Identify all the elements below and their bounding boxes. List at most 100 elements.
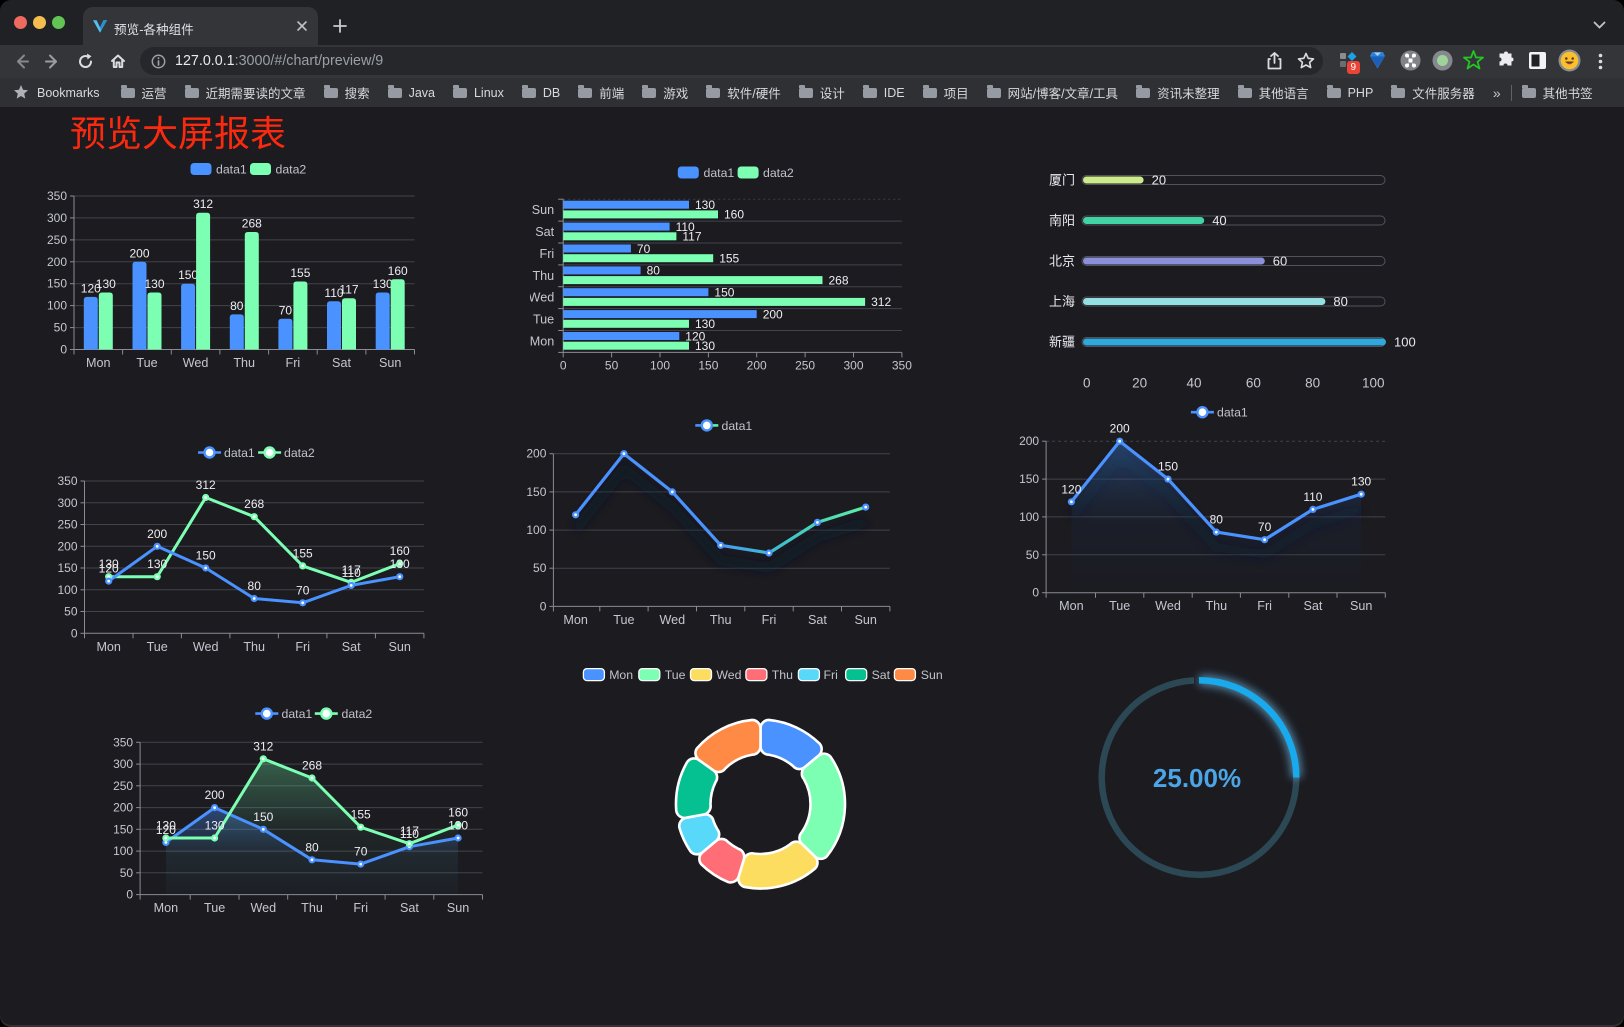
svg-text:data1: data1 xyxy=(1217,406,1248,420)
svg-text:data1: data1 xyxy=(704,166,735,180)
svg-text:160: 160 xyxy=(390,544,410,558)
svg-text:200: 200 xyxy=(129,246,149,260)
svg-text:Tue: Tue xyxy=(147,640,168,654)
svg-text:150: 150 xyxy=(1158,460,1178,474)
svg-text:0: 0 xyxy=(1083,376,1091,391)
svg-text:155: 155 xyxy=(719,252,739,266)
svg-text:155: 155 xyxy=(290,266,310,280)
svg-text:130: 130 xyxy=(695,339,715,353)
svg-text:Fri: Fri xyxy=(295,640,310,654)
svg-text:新疆: 新疆 xyxy=(1049,335,1075,350)
svg-text:350: 350 xyxy=(57,474,77,488)
svg-text:70: 70 xyxy=(1258,520,1272,534)
svg-text:Sun: Sun xyxy=(921,668,943,682)
svg-text:Thu: Thu xyxy=(243,640,265,654)
svg-text:北京: 北京 xyxy=(1049,254,1075,269)
svg-text:50: 50 xyxy=(54,321,68,335)
svg-text:Sat: Sat xyxy=(332,356,351,370)
svg-text:50: 50 xyxy=(1026,548,1040,562)
svg-text:100: 100 xyxy=(1362,376,1385,391)
svg-text:80: 80 xyxy=(1333,294,1347,309)
svg-text:110: 110 xyxy=(400,827,419,841)
svg-text:Mon: Mon xyxy=(609,668,633,682)
svg-text:data1: data1 xyxy=(216,163,247,177)
svg-text:200: 200 xyxy=(526,447,546,461)
svg-text:250: 250 xyxy=(795,358,815,372)
svg-text:Wed: Wed xyxy=(1155,599,1181,613)
svg-text:Thu: Thu xyxy=(233,356,255,370)
svg-text:200: 200 xyxy=(147,527,167,541)
svg-text:Wed: Wed xyxy=(183,356,209,370)
svg-text:Fri: Fri xyxy=(762,613,777,627)
svg-text:data2: data2 xyxy=(763,166,794,180)
svg-text:80: 80 xyxy=(647,264,661,278)
svg-text:Fri: Fri xyxy=(1257,599,1272,613)
svg-text:130: 130 xyxy=(695,198,715,212)
svg-text:Sat: Sat xyxy=(808,613,827,627)
svg-text:100: 100 xyxy=(1394,335,1416,350)
svg-text:100: 100 xyxy=(113,844,133,858)
svg-text:150: 150 xyxy=(253,810,273,824)
svg-text:70: 70 xyxy=(637,242,651,256)
svg-text:80: 80 xyxy=(1305,376,1320,391)
svg-text:Tue: Tue xyxy=(204,901,225,915)
svg-text:100: 100 xyxy=(47,299,67,313)
svg-text:data1: data1 xyxy=(722,419,753,433)
svg-text:312: 312 xyxy=(193,197,213,211)
svg-text:Sun: Sun xyxy=(447,901,469,915)
svg-text:130: 130 xyxy=(448,819,468,833)
svg-text:155: 155 xyxy=(293,546,313,560)
svg-text:130: 130 xyxy=(205,819,225,833)
svg-text:Tue: Tue xyxy=(136,356,157,370)
svg-text:0: 0 xyxy=(60,343,67,357)
svg-text:20: 20 xyxy=(1152,173,1166,188)
svg-text:130: 130 xyxy=(99,557,119,571)
svg-text:200: 200 xyxy=(47,255,67,269)
svg-text:Mon: Mon xyxy=(96,640,121,654)
svg-text:117: 117 xyxy=(342,563,361,577)
svg-text:Wed: Wed xyxy=(659,613,685,627)
svg-text:120: 120 xyxy=(99,562,119,576)
svg-text:60: 60 xyxy=(1246,376,1261,391)
svg-text:Mon: Mon xyxy=(1059,599,1084,613)
svg-text:200: 200 xyxy=(57,539,77,553)
svg-text:120: 120 xyxy=(81,281,101,295)
svg-text:200: 200 xyxy=(747,358,767,372)
svg-text:110: 110 xyxy=(342,566,361,580)
svg-text:100: 100 xyxy=(650,358,670,372)
svg-text:Sun: Sun xyxy=(1350,599,1372,613)
svg-text:Sun: Sun xyxy=(532,203,554,217)
svg-text:150: 150 xyxy=(47,277,67,291)
svg-text:data1: data1 xyxy=(282,707,313,721)
svg-text:300: 300 xyxy=(113,757,133,771)
svg-text:100: 100 xyxy=(1019,510,1039,524)
svg-text:110: 110 xyxy=(324,286,343,300)
svg-text:100: 100 xyxy=(57,583,77,597)
svg-text:120: 120 xyxy=(156,823,176,837)
svg-text:Tue: Tue xyxy=(613,613,634,627)
svg-text:312: 312 xyxy=(196,478,216,492)
svg-text:Fri: Fri xyxy=(824,668,838,682)
svg-text:120: 120 xyxy=(1061,482,1081,496)
svg-text:250: 250 xyxy=(113,779,133,793)
svg-text:155: 155 xyxy=(351,808,371,822)
svg-text:data1: data1 xyxy=(224,446,255,460)
svg-text:100: 100 xyxy=(526,523,546,537)
svg-text:130: 130 xyxy=(1351,475,1371,489)
svg-text:Fri: Fri xyxy=(540,247,555,261)
svg-text:data2: data2 xyxy=(276,163,307,177)
svg-text:312: 312 xyxy=(871,295,891,309)
svg-text:Sat: Sat xyxy=(1303,599,1322,613)
svg-text:Sun: Sun xyxy=(854,613,876,627)
svg-text:Sat: Sat xyxy=(535,225,554,239)
svg-text:200: 200 xyxy=(763,307,783,321)
svg-text:0: 0 xyxy=(560,358,567,372)
svg-text:150: 150 xyxy=(113,822,133,836)
svg-text:Mon: Mon xyxy=(563,613,588,627)
svg-text:南阳: 南阳 xyxy=(1049,213,1075,228)
svg-text:150: 150 xyxy=(698,358,718,372)
svg-text:70: 70 xyxy=(354,845,368,859)
svg-text:20: 20 xyxy=(1132,376,1147,391)
svg-text:150: 150 xyxy=(178,268,198,282)
svg-text:268: 268 xyxy=(302,759,322,773)
